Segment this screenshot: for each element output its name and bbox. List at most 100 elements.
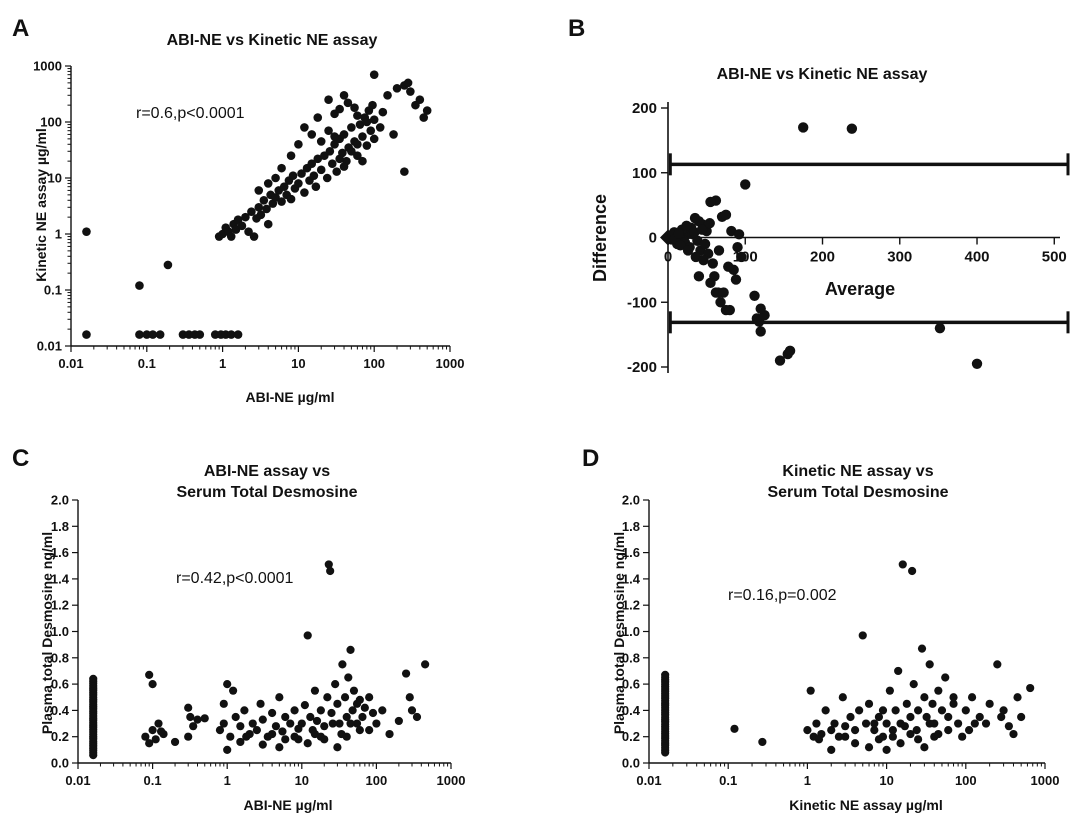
panel-c-point — [344, 673, 353, 682]
panel-d-point — [850, 739, 860, 748]
panel-a-point — [339, 162, 349, 171]
panel-b-point — [724, 304, 736, 316]
panel-c-point — [148, 726, 157, 735]
panel-d-point — [999, 706, 1008, 715]
panel-c: ABI-NE assay vs Serum Total Desmosine AB… — [39, 463, 465, 813]
panel-c-x-tick-label: 0.1 — [144, 773, 162, 788]
panel-d-point — [898, 560, 907, 569]
panel-a-point — [400, 167, 409, 176]
panel-b-point — [749, 290, 760, 301]
panel-a-point — [422, 106, 432, 115]
panel-a-point — [330, 139, 339, 149]
panel-a-point — [195, 330, 205, 339]
panel-d-point — [1013, 693, 1022, 702]
panel-a-point — [288, 171, 298, 180]
panel-a-point — [277, 197, 286, 206]
panel-a-point — [316, 165, 326, 175]
panel-a-x-tick-label: 1000 — [436, 356, 465, 371]
panel-a-point — [135, 281, 144, 290]
panel-c-point — [286, 719, 295, 728]
panel-a-point — [347, 123, 356, 132]
panel-c-point — [421, 660, 430, 669]
panel-d-axes: 0.01 0.1 1 10 100 1000 0.0 0.2 0.4 0.6 0.8 1.0 1.2 1.… — [622, 493, 1060, 789]
panel-c-point — [323, 693, 332, 702]
panel-a-y-tick-label: 10 — [48, 171, 62, 186]
panel-d-y-tick-label: 0.8 — [622, 650, 640, 665]
panel-c-point — [215, 726, 225, 735]
panel-b-point — [682, 245, 694, 256]
panel-c-point — [333, 699, 342, 708]
panel-a-point — [403, 78, 413, 88]
panel-c-point — [278, 727, 287, 736]
panel-c-point — [193, 715, 202, 724]
panel-c-point — [342, 712, 351, 722]
panel-c-point — [252, 726, 261, 735]
panel-d-point — [812, 719, 821, 728]
panel-c-point — [335, 719, 344, 728]
panel-d-point — [937, 706, 947, 715]
panel-a-point — [297, 169, 306, 178]
panel-c-point — [333, 743, 342, 752]
panel-d-y-tick-label: 0.6 — [622, 677, 640, 692]
panel-c-point — [372, 719, 381, 728]
panel-b-y-tick-label: 100 — [632, 165, 657, 182]
panel-c-point — [348, 706, 357, 715]
panel-a-point — [249, 232, 259, 241]
panel-a-point — [286, 151, 296, 161]
panel-c-x-tick-label: 1000 — [437, 773, 466, 788]
panel-c-point — [346, 719, 355, 728]
panel-d-point — [874, 735, 884, 744]
panel-c-point — [394, 716, 403, 726]
panel-d-y-tick-label: 1.4 — [622, 571, 641, 586]
panel-b-point — [699, 238, 711, 250]
panel-a-point — [316, 137, 326, 146]
panel-a-point — [330, 132, 339, 141]
panel-a-point — [233, 215, 243, 225]
panel-d-point — [846, 712, 855, 722]
panel-a-title: ABI-NE vs Kinetic NE assay — [167, 32, 378, 49]
panel-d-x-tick-label: 10 — [879, 773, 893, 788]
panel-d-points — [661, 560, 1035, 757]
panel-a-point — [279, 182, 289, 191]
panel-b: ABI-NE vs Kinetic NE assay Average Diffe… — [590, 66, 1070, 376]
panel-d-point — [920, 693, 929, 702]
panel-d-ylabel: Plasma total Desmosine ng/ml — [611, 532, 627, 734]
panel-d-x-tick-label: 0.01 — [636, 773, 661, 788]
panel-b-y-tick-label: 200 — [632, 100, 657, 117]
panel-b-point — [755, 326, 766, 337]
panel-c-point — [316, 706, 325, 715]
panel-a-point — [277, 163, 286, 173]
panel-a-point — [325, 146, 335, 156]
panel-a-point — [135, 330, 144, 339]
panel-a-point — [263, 219, 273, 229]
panel-c-point — [248, 719, 257, 728]
panel-c-points — [89, 560, 430, 760]
panel-a-point — [82, 330, 91, 339]
panel-c-x-tick-label: 0.01 — [65, 773, 90, 788]
panel-a-point — [294, 179, 303, 188]
panel-d-point — [997, 712, 1006, 722]
panel-a-point — [247, 207, 256, 217]
panel-a-point — [339, 90, 349, 100]
panel-a-point — [307, 130, 317, 139]
panel-a-ylabel: Kinetic NE assay µg/ml — [33, 128, 49, 282]
panel-a-point — [353, 111, 362, 120]
panel-c-point — [300, 701, 309, 710]
panel-d-point — [827, 745, 836, 754]
panel-c-point — [231, 712, 240, 722]
panel-c-point — [405, 693, 414, 702]
panel-d-point — [909, 680, 918, 689]
panel-d-point — [900, 722, 909, 731]
panel-d-point — [993, 660, 1002, 669]
panel-c-point — [157, 727, 166, 736]
panel-d-point — [928, 699, 937, 708]
panel-d-point — [949, 699, 958, 708]
panel-c-point — [365, 693, 374, 702]
panel-d-title: Kinetic NE assay vs — [782, 463, 933, 480]
panel-d-x-tick-label: 100 — [955, 773, 977, 788]
panel-c-axes: 0.01 0.1 1 10 100 1000 0.0 0.2 0.4 0.6 0.8 1.0 1.2 1.… — [51, 493, 466, 789]
panel-c-point — [268, 708, 277, 718]
panel-b-x-tick-label: 300 — [887, 249, 912, 266]
panel-d-point — [954, 719, 963, 728]
panel-a-point — [350, 103, 359, 113]
